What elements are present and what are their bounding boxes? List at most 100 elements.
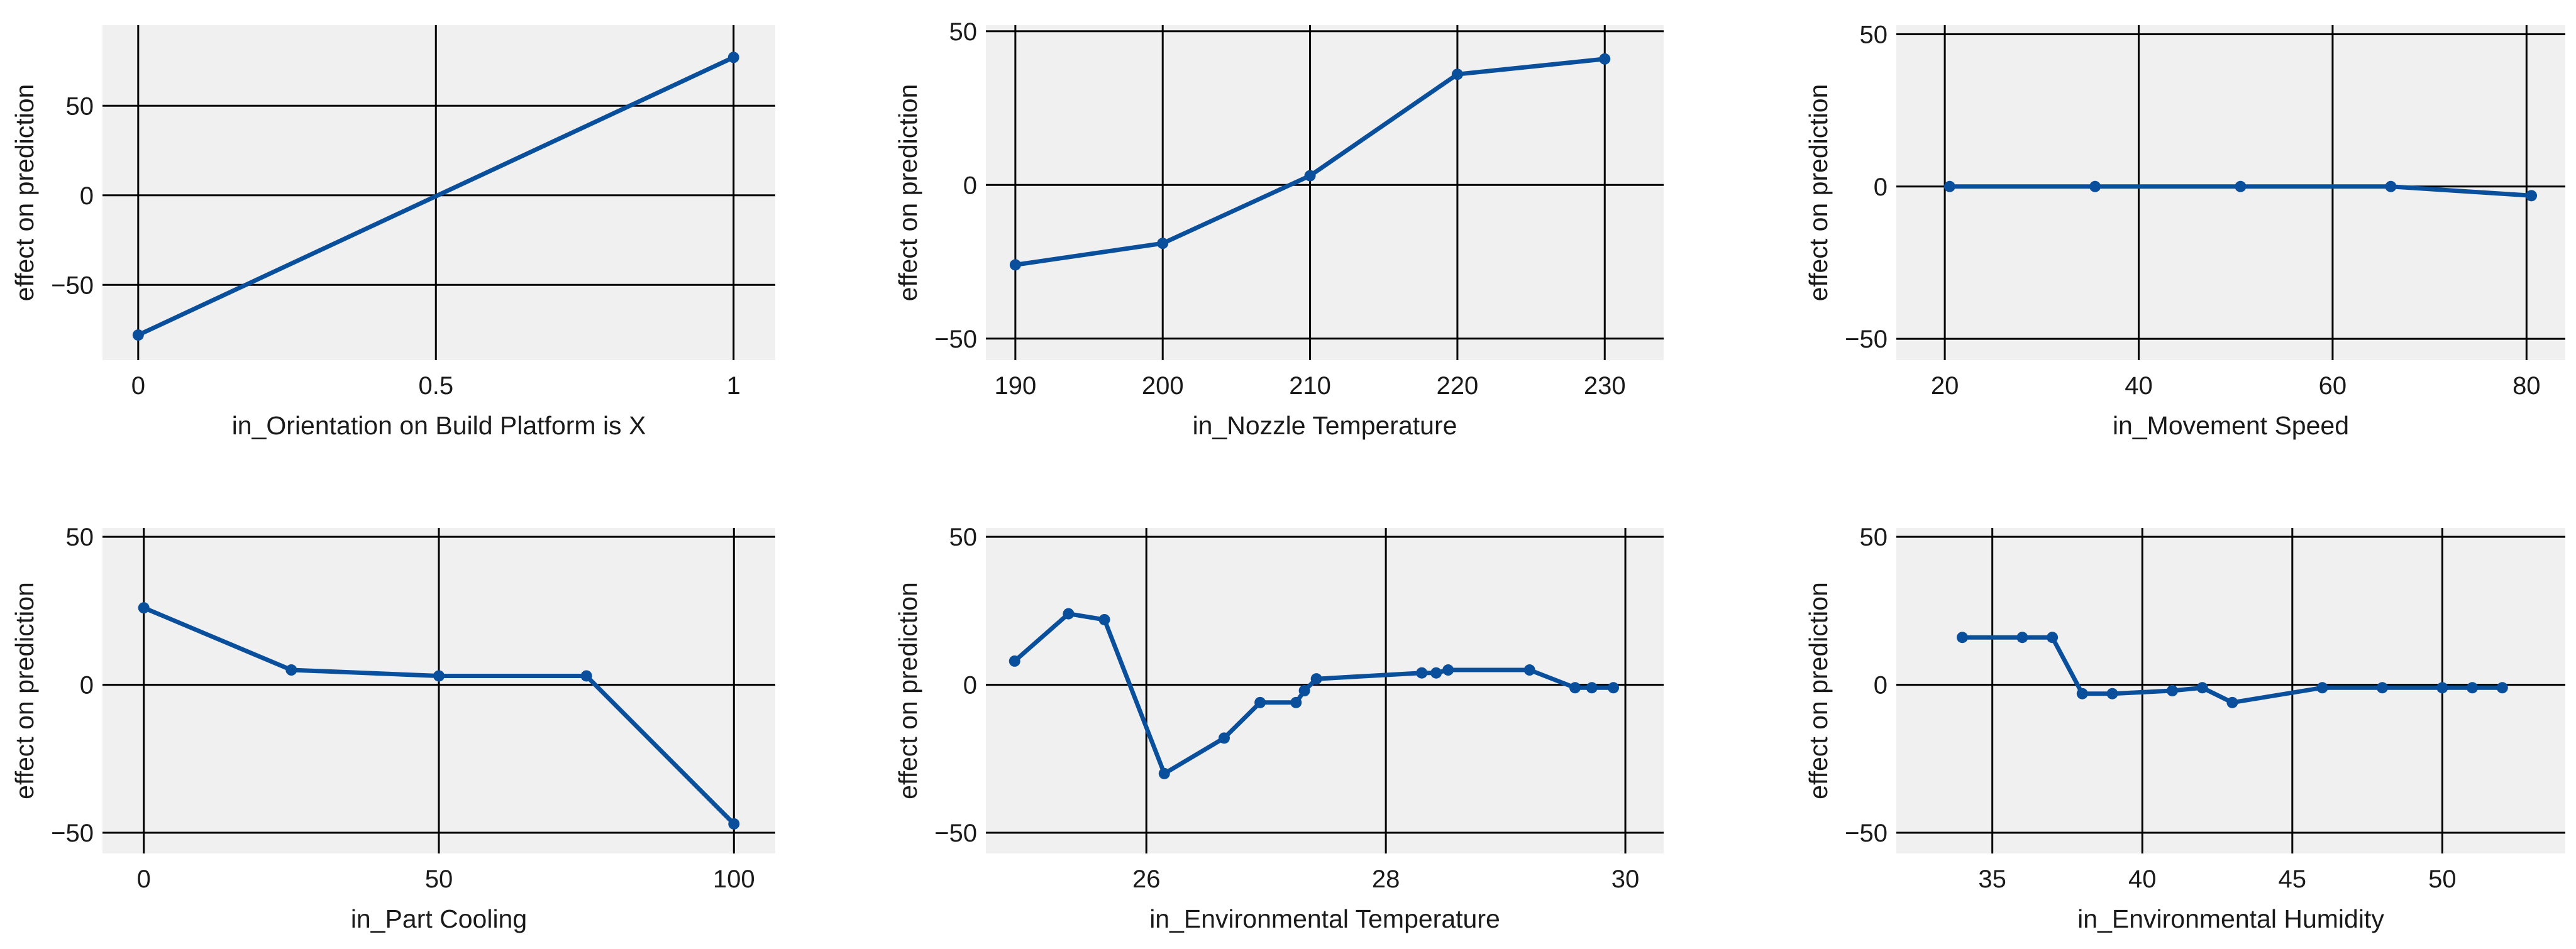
series-line: [1012, 612, 1616, 776]
x-tick-label: 0: [131, 372, 145, 400]
y-axis-label: effect on prediction: [893, 84, 922, 302]
data-point: [132, 329, 144, 341]
data-point: [1254, 696, 1266, 708]
x-axis-label: in_Nozzle Temperature: [1193, 411, 1457, 440]
x-tick-label: 28: [1372, 865, 1400, 893]
data-point: [1569, 682, 1581, 694]
chart-panel-3: 20 40 60 80 −50 0 50 in_Movement Speed effect on…: [1804, 21, 2565, 440]
x-axis-label: in_Part Cooling: [351, 904, 527, 933]
data-point: [2106, 688, 2118, 699]
x-tick-label: 50: [2428, 865, 2457, 893]
data-point: [285, 664, 297, 676]
data-point: [1599, 53, 1611, 65]
x-tick-label: 200: [1142, 372, 1184, 400]
x-tick-label: 35: [1978, 865, 2006, 893]
x-tick-label: 80: [2512, 372, 2541, 400]
data-point: [2376, 682, 2388, 694]
x-tick-label: 50: [425, 865, 453, 893]
x-tick-label: 60: [2319, 372, 2347, 400]
data-point: [1523, 664, 1535, 676]
data-point: [2496, 682, 2508, 694]
data-point: [1943, 180, 1955, 192]
y-tick-label: 50: [1860, 524, 1888, 551]
data-point: [2076, 688, 2088, 699]
y-tick-label: 50: [66, 524, 94, 551]
x-tick-label: 100: [713, 865, 755, 893]
data-point: [2196, 682, 2208, 694]
x-axis-label: in_Environmental Humidity: [2077, 904, 2384, 933]
data-point: [1009, 259, 1021, 271]
x-tick-label: 220: [1437, 372, 1479, 400]
y-tick-label: 50: [949, 524, 978, 551]
x-tick-label: 20: [1931, 372, 1959, 400]
x-tick-label: 45: [2279, 865, 2307, 893]
y-axis-label: effect on prediction: [893, 582, 922, 799]
y-axis-label: effect on prediction: [1804, 582, 1833, 799]
data-point: [2467, 682, 2479, 694]
y-axis-label: effect on prediction: [10, 84, 39, 302]
y-tick-label: −50: [51, 272, 94, 299]
data-point: [580, 670, 592, 682]
x-tick-label: 0: [137, 865, 151, 893]
x-axis-label: in_Movement Speed: [2113, 411, 2349, 440]
x-tick-label: 1: [727, 372, 741, 400]
x-tick-label: 30: [1611, 865, 1640, 893]
data-point: [1009, 655, 1020, 667]
chart-panel-4: 0 50 100 −50 0 50 in_Part Cooling effect on pre…: [10, 524, 775, 933]
data-point: [1310, 673, 1322, 685]
data-point: [1586, 682, 1598, 694]
y-tick-label: −50: [934, 326, 977, 353]
x-axis-label: in_Orientation on Build Platform is X: [232, 411, 646, 440]
x-tick-label: 190: [994, 372, 1036, 400]
y-tick-label: 0: [1874, 173, 1888, 201]
data-point: [1219, 732, 1230, 744]
data-point: [1304, 170, 1316, 182]
x-tick-label: 0.5: [418, 372, 453, 400]
y-tick-label: 0: [1874, 672, 1888, 699]
data-point: [727, 52, 739, 63]
data-point: [2089, 180, 2101, 192]
data-point: [1442, 664, 1454, 676]
x-tick-label: 40: [2128, 865, 2157, 893]
y-tick-label: 0: [80, 672, 94, 699]
y-tick-label: 50: [66, 92, 94, 120]
y-tick-label: 50: [949, 18, 978, 46]
x-tick-label: 40: [2125, 372, 2153, 400]
data-point: [1451, 69, 1463, 80]
data-point: [2226, 696, 2238, 708]
data-point: [1290, 696, 1302, 708]
data-point: [2436, 682, 2448, 694]
x-tick-label: 210: [1289, 372, 1331, 400]
x-axis-label: in_Environmental Temperature: [1149, 904, 1500, 933]
chart-panel-6: 35 40 45 50 −50 0 50 in_Environmental Humidity e…: [1804, 524, 2565, 933]
y-axis-label: effect on prediction: [1804, 84, 1833, 302]
data-point: [2385, 180, 2397, 192]
data-point: [2166, 685, 2178, 696]
y-tick-label: −50: [934, 820, 977, 847]
data-point: [2016, 632, 2028, 644]
data-point: [433, 670, 445, 682]
data-point: [2047, 632, 2059, 644]
y-tick-label: −50: [1845, 820, 1888, 847]
data-point: [2526, 190, 2538, 202]
data-point: [1956, 632, 1968, 644]
data-point: [1063, 608, 1075, 620]
series-line: [136, 55, 736, 337]
y-axis-label: effect on prediction: [10, 582, 39, 799]
data-point: [1157, 238, 1169, 250]
x-tick-label: 26: [1132, 865, 1161, 893]
plot-background: [1896, 528, 2565, 853]
y-tick-label: 50: [1860, 21, 1888, 49]
data-point: [1098, 613, 1110, 625]
y-tick-label: −50: [51, 820, 94, 847]
chart-panel-1: 0 0.5 1 −50 0 50 in_Orientation on Build Platf…: [10, 25, 775, 440]
data-point: [138, 602, 150, 614]
data-point: [1158, 767, 1170, 779]
data-point: [2316, 682, 2328, 694]
data-point: [1416, 667, 1428, 679]
data-point: [2235, 180, 2247, 192]
y-tick-label: 0: [963, 672, 977, 699]
y-tick-label: 0: [80, 182, 94, 210]
plot-background: [986, 528, 1664, 853]
data-point: [728, 818, 740, 830]
